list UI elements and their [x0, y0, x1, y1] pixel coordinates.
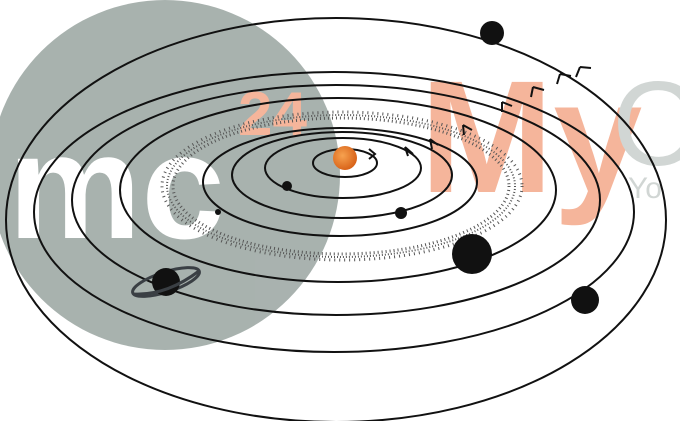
arrow-orbit-8: [575, 66, 592, 78]
orbit-5: [119, 97, 557, 283]
watermark: mc 24 My C Yo: [0, 0, 680, 350]
asteroid-belt-inner: [171, 116, 511, 256]
asteroid-belt-outer: [160, 110, 524, 262]
arrow-orbit-1: [368, 148, 377, 160]
orbit-8: [5, 17, 667, 421]
arrow-orbit-7: [556, 73, 572, 85]
planet-orbit-8: [480, 21, 504, 45]
orbit-direction-arrows: [368, 66, 592, 160]
ringed-planet-body: [152, 268, 180, 296]
planet-orbit-6: [571, 286, 599, 314]
planet-orbit-2: [282, 181, 292, 191]
planet-orbit-3: [215, 209, 221, 215]
arrow-orbit-5: [501, 101, 513, 112]
watermark-brand: My: [420, 47, 642, 226]
arrow-orbit-4: [462, 124, 473, 136]
planet-orbit-4: [395, 207, 407, 219]
orbit-2: [264, 137, 422, 199]
orbit-3: [231, 131, 453, 219]
orbit-7: [33, 71, 635, 353]
asteroid-belt-mid: [166, 114, 516, 258]
watermark-number: 24: [238, 80, 307, 149]
arrow-orbit-2: [404, 146, 414, 157]
ringed-planet-ring-front: [132, 269, 200, 296]
sun: [333, 146, 357, 170]
orbits: [5, 17, 667, 421]
asteroid-belt: [160, 110, 524, 262]
watermark-logo-circle: [0, 0, 340, 350]
watermark-tail: C: [612, 57, 680, 191]
orbit-4: [202, 127, 478, 237]
planets: [215, 21, 599, 314]
watermark-logo-text: mc: [8, 102, 225, 270]
arrow-orbit-3: [429, 138, 439, 150]
planet-orbit-5-large: [452, 234, 492, 274]
ringed-planet: [131, 266, 201, 298]
arrow-orbit-6: [530, 86, 545, 98]
orbit-6: [71, 84, 601, 316]
